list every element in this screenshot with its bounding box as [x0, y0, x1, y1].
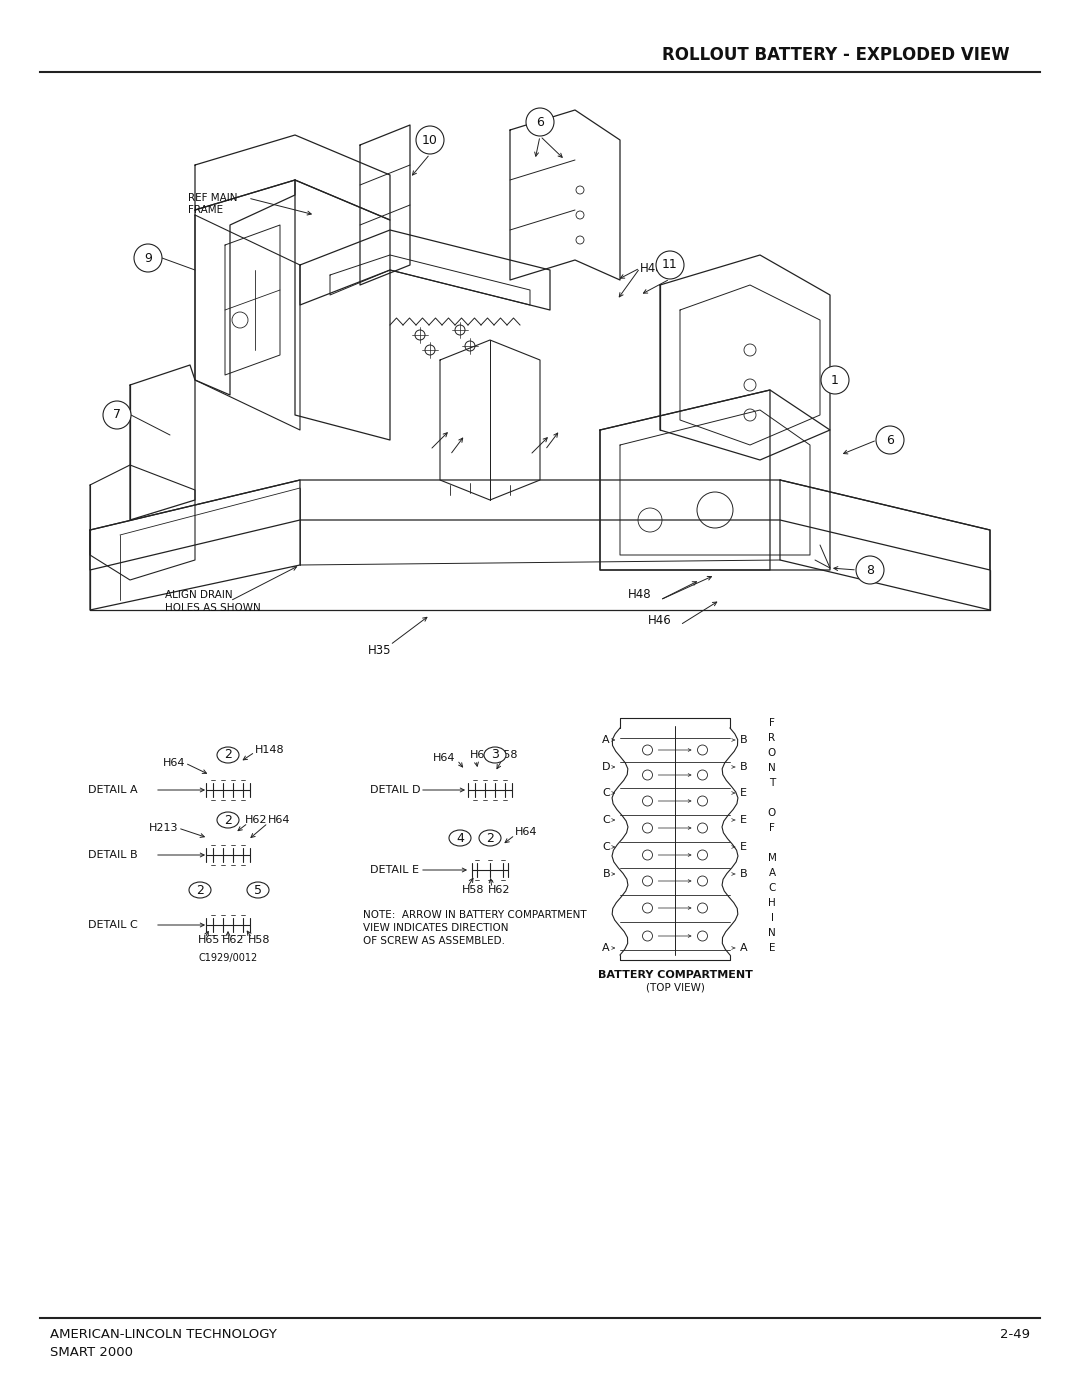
- Text: C: C: [768, 883, 775, 893]
- Ellipse shape: [484, 747, 507, 763]
- Ellipse shape: [217, 747, 239, 763]
- Text: 3: 3: [491, 749, 499, 761]
- Text: H148: H148: [255, 745, 285, 754]
- Text: D: D: [602, 761, 610, 773]
- Ellipse shape: [189, 882, 211, 898]
- Text: H62: H62: [222, 935, 244, 944]
- Text: 1: 1: [832, 373, 839, 387]
- Text: (TOP VIEW): (TOP VIEW): [646, 982, 704, 992]
- Text: O: O: [768, 807, 777, 819]
- Circle shape: [103, 401, 131, 429]
- Text: ROLLOUT BATTERY - EXPLODED VIEW: ROLLOUT BATTERY - EXPLODED VIEW: [662, 46, 1010, 64]
- Text: H65: H65: [198, 935, 220, 944]
- Text: H: H: [768, 898, 775, 908]
- Text: C1929/0012: C1929/0012: [199, 953, 258, 963]
- Text: FRAME: FRAME: [188, 205, 224, 215]
- Text: I: I: [770, 914, 773, 923]
- Text: DETAIL D: DETAIL D: [370, 785, 420, 795]
- Text: C: C: [603, 842, 610, 852]
- Text: OF SCREW AS ASSEMBLED.: OF SCREW AS ASSEMBLED.: [363, 936, 505, 946]
- Ellipse shape: [247, 882, 269, 898]
- Text: F: F: [769, 718, 775, 728]
- Text: DETAIL A: DETAIL A: [87, 785, 137, 795]
- Text: E: E: [740, 788, 747, 798]
- Circle shape: [876, 426, 904, 454]
- Text: HOLES AS SHOWN: HOLES AS SHOWN: [165, 604, 260, 613]
- Ellipse shape: [217, 812, 239, 828]
- Text: 9: 9: [144, 251, 152, 264]
- Ellipse shape: [449, 830, 471, 847]
- Circle shape: [526, 108, 554, 136]
- Text: 4: 4: [456, 831, 464, 845]
- Text: REF MAIN: REF MAIN: [188, 193, 238, 203]
- Text: E: E: [769, 943, 775, 953]
- Circle shape: [416, 126, 444, 154]
- Text: H62: H62: [488, 886, 511, 895]
- Text: H62: H62: [470, 750, 492, 760]
- Text: B: B: [740, 869, 747, 879]
- Text: N: N: [768, 928, 775, 937]
- Text: DETAIL B: DETAIL B: [87, 849, 137, 861]
- Text: B: B: [740, 761, 747, 773]
- Text: E: E: [740, 842, 747, 852]
- Text: NOTE:  ARROW IN BATTERY COMPARTMENT: NOTE: ARROW IN BATTERY COMPARTMENT: [363, 909, 586, 921]
- Text: 2: 2: [197, 883, 204, 897]
- Text: N: N: [768, 763, 775, 773]
- Text: H48: H48: [640, 261, 663, 274]
- Circle shape: [656, 251, 684, 279]
- Circle shape: [856, 556, 885, 584]
- Circle shape: [134, 244, 162, 272]
- Text: DETAIL E: DETAIL E: [370, 865, 419, 875]
- Text: 6: 6: [536, 116, 544, 129]
- Text: H46: H46: [648, 613, 672, 626]
- Text: 2: 2: [486, 831, 494, 845]
- Text: H58: H58: [496, 750, 518, 760]
- Text: A: A: [603, 735, 610, 745]
- Text: B: B: [740, 735, 747, 745]
- Text: B: B: [603, 869, 610, 879]
- Text: 6: 6: [886, 433, 894, 447]
- Text: H64: H64: [268, 814, 291, 826]
- Text: H64: H64: [162, 759, 185, 768]
- Text: DETAIL C: DETAIL C: [87, 921, 138, 930]
- Text: H48: H48: [629, 588, 652, 602]
- Text: A: A: [740, 943, 747, 953]
- Text: C: C: [603, 814, 610, 826]
- Text: H58: H58: [462, 886, 485, 895]
- Text: ALIGN DRAIN: ALIGN DRAIN: [165, 590, 232, 599]
- Text: 11: 11: [662, 258, 678, 271]
- Text: BATTERY COMPARTMENT: BATTERY COMPARTMENT: [597, 970, 753, 981]
- Text: H58: H58: [248, 935, 270, 944]
- Text: 2-49: 2-49: [1000, 1329, 1030, 1341]
- Text: 8: 8: [866, 563, 874, 577]
- Ellipse shape: [480, 830, 501, 847]
- Text: VIEW INDICATES DIRECTION: VIEW INDICATES DIRECTION: [363, 923, 509, 933]
- Text: O: O: [768, 747, 777, 759]
- Text: T: T: [769, 778, 775, 788]
- Text: R: R: [769, 733, 775, 743]
- Text: 10: 10: [422, 134, 437, 147]
- Text: E: E: [740, 814, 747, 826]
- Text: 2: 2: [224, 749, 232, 761]
- Text: H62: H62: [245, 814, 268, 826]
- Text: H35: H35: [368, 644, 392, 657]
- Text: SMART 2000: SMART 2000: [50, 1347, 133, 1359]
- Text: 2: 2: [224, 813, 232, 827]
- Text: H64: H64: [432, 753, 455, 763]
- Text: AMERICAN-LINCOLN TECHNOLOGY: AMERICAN-LINCOLN TECHNOLOGY: [50, 1329, 276, 1341]
- Text: 7: 7: [113, 408, 121, 422]
- Text: M: M: [768, 854, 777, 863]
- Text: C: C: [603, 788, 610, 798]
- Text: A: A: [769, 868, 775, 877]
- Text: F: F: [769, 823, 775, 833]
- Text: 5: 5: [254, 883, 262, 897]
- Text: H64: H64: [515, 827, 538, 837]
- Text: H213: H213: [149, 823, 178, 833]
- Text: A: A: [603, 943, 610, 953]
- Circle shape: [821, 366, 849, 394]
